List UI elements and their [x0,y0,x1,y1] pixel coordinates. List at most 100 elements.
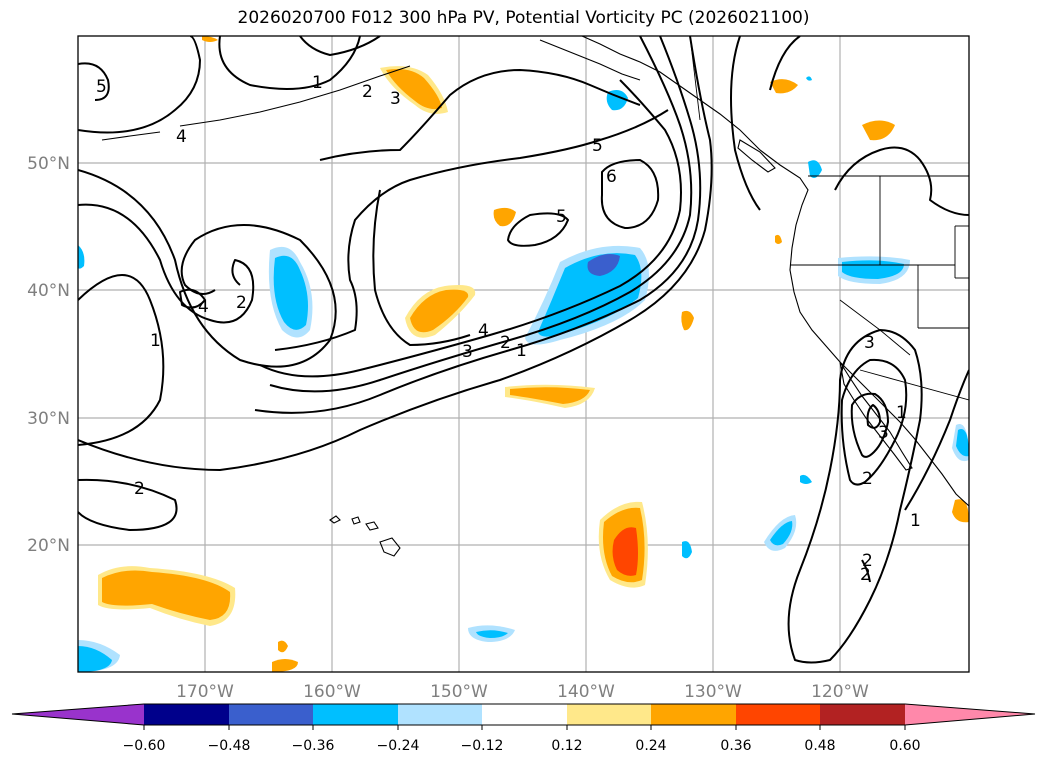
positive-anomaly [952,499,969,523]
positive-anomaly [862,120,895,141]
contour-label: 2 [862,551,873,571]
contour-label: 2 [862,469,873,489]
negative-anomaly [770,521,793,546]
contour-label: 2 [236,293,247,313]
negative-anomaly [800,474,812,484]
colorbar-segment [482,704,567,725]
gridlines [78,36,969,672]
negative-anomaly [956,429,969,457]
negative-anomaly [808,160,822,178]
lon-label: 130°W [684,682,742,702]
negative-anomaly [78,646,112,672]
pv-contour [600,159,660,229]
colorbar-extend-min [12,704,144,725]
negative-anomaly [682,541,692,559]
colorbar-ticks: −0.60 −0.48 −0.36 −0.24 −0.12 0.12 0.24 … [123,725,921,754]
pv-contour [78,203,255,324]
colorbar-segment [144,704,229,725]
pv-contour [218,36,361,90]
longitude-labels: 170°W 160°W 150°W 140°W 130°W 120°W [176,682,869,702]
negative-anomaly [476,630,508,638]
pv-contour [274,109,669,351]
lon-label: 120°W [811,682,869,702]
positive-anomaly [681,310,694,331]
lon-label: 150°W [430,682,488,702]
colorbar-tick-label: −0.48 [208,738,251,754]
colorbar-extend-max [905,704,1035,725]
pv-contour [319,69,641,161]
lat-label: 40°N [27,281,70,301]
colorbar-tick-label: 0.60 [889,738,920,754]
lon-label: 160°W [303,682,361,702]
colorbar-segment [567,704,651,725]
positive-anomaly [612,527,638,576]
coastline [179,65,411,127]
negative-anomaly [78,245,85,269]
pv-contour [78,169,337,368]
colorbar-segment [651,704,736,725]
positive-anomaly [410,289,469,333]
pv-contour [78,478,178,531]
pv-contour [840,358,908,486]
colorbar-tick-label: −0.60 [123,738,166,754]
contour-label: 1 [312,73,323,93]
map-frame [77,35,970,673]
positive-anomaly [770,79,798,94]
contour-label: 4 [176,127,187,147]
pv-contour [850,392,889,458]
contour-label: 3 [864,333,875,353]
contour-label: 6 [606,167,617,187]
positive-anomaly [386,69,442,110]
pv-contour [834,146,969,216]
hawaii-island [379,537,401,557]
lat-label: 20°N [27,536,70,556]
hawaii-island [329,515,341,524]
chart-title: 2026020700 F012 300 hPa PV, Potential Vo… [237,8,810,28]
contour-label: 1 [150,331,161,351]
pv-contour [904,369,969,511]
pv-contour [372,189,471,346]
colorbar-tick-label: −0.24 [377,738,420,754]
contour-label: 5 [556,207,567,227]
pv-contour [259,79,682,378]
coastline [101,131,161,141]
pv-contour [866,404,881,429]
lat-label: 30°N [27,409,70,429]
map-panel [78,36,969,672]
contour-label: 2 [500,333,511,353]
negative-anomaly [806,76,812,81]
pv-contour [254,36,702,414]
contour-label: 4 [478,321,489,341]
pv-contour [787,329,923,664]
contour-label: 2 [362,82,373,102]
positive-anomaly [278,640,288,653]
contour-labels: 5 1 2 3 4 5 6 5 4 2 1 4 3 2 1 2 3 1 3 2 … [96,73,921,585]
lon-label: 170°W [176,682,234,702]
contour-label: 3 [390,89,401,109]
colorbar-segment [820,704,905,725]
contour-label: 1 [910,511,921,531]
colorbar-tick-label: −0.36 [292,738,335,754]
pv-contour [269,36,693,393]
negative-anomaly [538,253,642,337]
colorbar-tick-label: 0.24 [635,738,666,754]
negative-anomaly [587,254,620,276]
contour-label: 1 [516,341,527,361]
negative-anomaly [273,255,308,330]
positive-anomaly [202,36,218,42]
pv-contours [78,36,969,664]
contour-label: 5 [96,77,107,97]
pv-contour [507,212,569,247]
coastline [737,139,776,173]
colorbar-tick-label: −0.12 [461,738,504,754]
contour-label: 2 [860,565,871,585]
contour-label: 2 [134,479,145,499]
mexico-border [859,369,969,401]
pv-contour [78,36,201,134]
positive-anomaly [102,570,231,620]
positive-anomaly [510,387,590,404]
contour-label: 5 [592,136,603,156]
contour-label: 4 [198,297,209,317]
lon-label: 140°W [557,682,615,702]
